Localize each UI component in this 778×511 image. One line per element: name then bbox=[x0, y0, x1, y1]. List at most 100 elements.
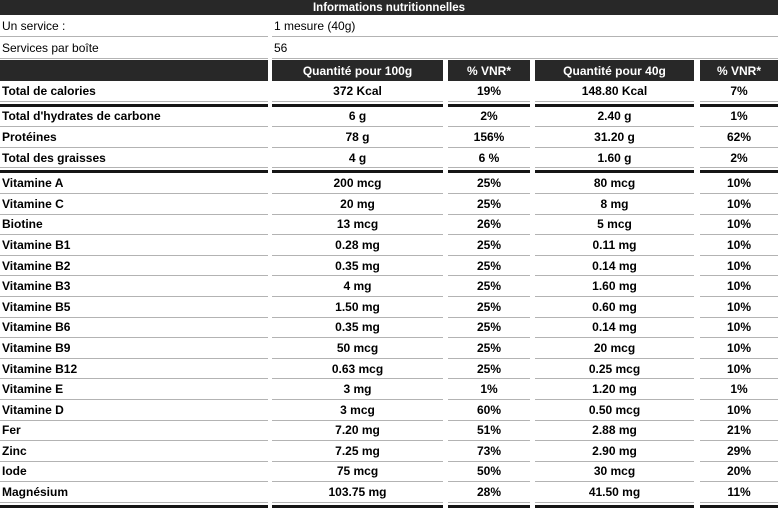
qty-100g-value: 4 g bbox=[272, 148, 443, 169]
table-title: Informations nutritionnelles bbox=[312, 1, 466, 14]
servings-per-box-row: Services par boîte 56 bbox=[0, 37, 778, 59]
qty-40g-value: 20 mcg bbox=[535, 338, 694, 359]
table-row: Vitamine B2 0.35 mg 25% 0.14 mg 10% bbox=[0, 256, 778, 277]
table-row: Magnésium 103.75 mg 28% 41.50 mg 11% bbox=[0, 482, 778, 503]
qty-100g-value: 0.35 mg bbox=[272, 318, 443, 339]
row-label: Vitamine B6 bbox=[0, 318, 268, 339]
vnr-100g-value: 26% bbox=[448, 215, 530, 236]
vnr-100g-value: 51% bbox=[448, 421, 530, 442]
qty-100g-value: 6 g bbox=[272, 107, 443, 128]
serving-size-value: 1 mesure (40g) bbox=[272, 15, 778, 37]
vnr-40g-value: 10% bbox=[700, 235, 778, 256]
vnr-100g-value: 50% bbox=[448, 462, 530, 483]
vnr-40g-value: 21% bbox=[700, 421, 778, 442]
vnr-40g-value: 10% bbox=[700, 256, 778, 277]
qty-100g-value: 75 mcg bbox=[272, 462, 443, 483]
column-header-qty-100g: Quantité pour 100g bbox=[272, 60, 443, 81]
table-row: Vitamine B12 0.63 mcg 25% 0.25 mcg 10% bbox=[0, 359, 778, 380]
vnr-100g-value: 25% bbox=[448, 276, 530, 297]
qty-40g-value: 0.50 mcg bbox=[535, 400, 694, 421]
row-label: Vitamine B3 bbox=[0, 276, 268, 297]
qty-40g-value: 0.25 mcg bbox=[535, 359, 694, 380]
row-label: Vitamine B12 bbox=[0, 359, 268, 380]
vnr-100g-value: 25% bbox=[448, 235, 530, 256]
qty-40g-value: 148.80 Kcal bbox=[535, 81, 694, 102]
vnr-100g-value: 156% bbox=[448, 127, 530, 148]
table-row: Vitamine B9 50 mcg 25% 20 mcg 10% bbox=[0, 338, 778, 359]
column-header-row: Quantité pour 100g % VNR* Quantité pour … bbox=[0, 59, 778, 81]
column-header-empty bbox=[0, 60, 268, 81]
table-row: Fer 7.20 mg 51% 2.88 mg 21% bbox=[0, 421, 778, 442]
qty-40g-value: 0.14 mg bbox=[535, 256, 694, 277]
servings-per-box-value: 56 bbox=[272, 37, 778, 59]
row-label: Total des graisses bbox=[0, 148, 268, 169]
qty-100g-value: 103.75 mg bbox=[272, 482, 443, 503]
vnr-100g-value: 19% bbox=[448, 81, 530, 102]
row-label: Vitamine C bbox=[0, 194, 268, 215]
vnr-100g-value: 1% bbox=[448, 379, 530, 400]
table-row: Total de calories 372 Kcal 19% 148.80 Kc… bbox=[0, 81, 778, 102]
vnr-40g-value: 20% bbox=[700, 462, 778, 483]
row-label: Biotine bbox=[0, 215, 268, 236]
qty-40g-value: 0.11 mg bbox=[535, 235, 694, 256]
vnr-40g-value: 10% bbox=[700, 173, 778, 194]
qty-100g-value: 0.35 mg bbox=[272, 256, 443, 277]
qty-100g-value: 1.50 mg bbox=[272, 297, 443, 318]
table-row: Zinc 7.25 mg 73% 2.90 mg 29% bbox=[0, 441, 778, 462]
qty-100g-value: 4 mg bbox=[272, 276, 443, 297]
vnr-40g-value: 62% bbox=[700, 127, 778, 148]
qty-100g-value: 50 mcg bbox=[272, 338, 443, 359]
qty-40g-value: 0.14 mg bbox=[535, 318, 694, 339]
row-label: Vitamine B1 bbox=[0, 235, 268, 256]
row-label: Vitamine B9 bbox=[0, 338, 268, 359]
qty-40g-value: 41.50 mg bbox=[535, 482, 694, 503]
table-row: Protéines 78 g 156% 31.20 g 62% bbox=[0, 127, 778, 148]
vnr-100g-value: 25% bbox=[448, 256, 530, 277]
vnr-100g-value: 6 % bbox=[448, 148, 530, 169]
section-divider bbox=[0, 503, 778, 508]
vnr-40g-value: 10% bbox=[700, 276, 778, 297]
vnr-40g-value: 29% bbox=[700, 441, 778, 462]
qty-40g-value: 80 mcg bbox=[535, 173, 694, 194]
vnr-40g-value: 1% bbox=[700, 379, 778, 400]
qty-40g-value: 0.60 mg bbox=[535, 297, 694, 318]
qty-100g-value: 20 mg bbox=[272, 194, 443, 215]
table-row: Vitamine B6 0.35 mg 25% 0.14 mg 10% bbox=[0, 318, 778, 339]
vnr-100g-value: 25% bbox=[448, 338, 530, 359]
table-row: Vitamine A 200 mcg 25% 80 mcg 10% bbox=[0, 173, 778, 194]
row-label: Fer bbox=[0, 421, 268, 442]
section-divider bbox=[0, 102, 778, 107]
vnr-100g-value: 25% bbox=[448, 194, 530, 215]
vnr-40g-value: 7% bbox=[700, 81, 778, 102]
row-label: Vitamine B5 bbox=[0, 297, 268, 318]
qty-40g-value: 1.20 mg bbox=[535, 379, 694, 400]
vnr-100g-value: 25% bbox=[448, 173, 530, 194]
qty-100g-value: 372 Kcal bbox=[272, 81, 443, 102]
row-label: Vitamine B2 bbox=[0, 256, 268, 277]
vnr-40g-value: 10% bbox=[700, 359, 778, 380]
table-body: Total de calories 372 Kcal 19% 148.80 Kc… bbox=[0, 81, 778, 508]
qty-100g-value: 7.20 mg bbox=[272, 421, 443, 442]
qty-100g-value: 0.28 mg bbox=[272, 235, 443, 256]
row-label: Vitamine D bbox=[0, 400, 268, 421]
column-header-qty-40g: Quantité pour 40g bbox=[535, 60, 694, 81]
row-label: Total d'hydrates de carbone bbox=[0, 107, 268, 128]
table-row: Vitamine D 3 mcg 60% 0.50 mcg 10% bbox=[0, 400, 778, 421]
qty-40g-value: 1.60 g bbox=[535, 148, 694, 169]
row-label: Total de calories bbox=[0, 81, 268, 102]
vnr-40g-value: 10% bbox=[700, 338, 778, 359]
serving-size-row: Un service : 1 mesure (40g) bbox=[0, 15, 778, 37]
servings-per-box-label: Services par boîte bbox=[0, 37, 268, 59]
table-title-bar: Informations nutritionnelles bbox=[0, 0, 778, 15]
table-row: Vitamine B1 0.28 mg 25% 0.11 mg 10% bbox=[0, 235, 778, 256]
vnr-100g-value: 73% bbox=[448, 441, 530, 462]
vnr-40g-value: 11% bbox=[700, 482, 778, 503]
row-label: Iode bbox=[0, 462, 268, 483]
column-header-vnr-100g: % VNR* bbox=[448, 60, 530, 81]
vnr-40g-value: 10% bbox=[700, 215, 778, 236]
qty-100g-value: 3 mcg bbox=[272, 400, 443, 421]
qty-40g-value: 1.60 mg bbox=[535, 276, 694, 297]
qty-100g-value: 78 g bbox=[272, 127, 443, 148]
section-divider bbox=[0, 168, 778, 174]
